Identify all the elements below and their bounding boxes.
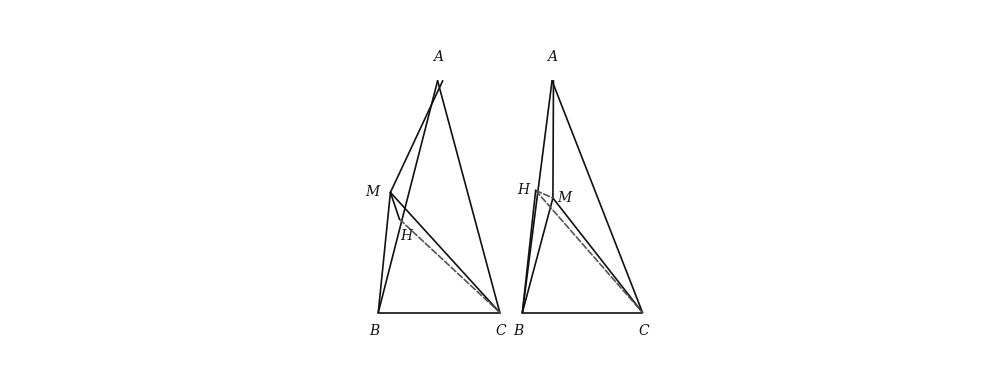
Text: H: H [400,229,412,243]
Text: A: A [433,50,443,64]
Text: B: B [369,324,379,338]
Text: M: M [365,185,380,199]
Text: A: A [547,50,557,64]
Text: H: H [517,182,529,197]
Text: C: C [639,324,649,338]
Text: C: C [496,324,507,338]
Text: B: B [514,324,524,338]
Text: M: M [557,191,571,205]
